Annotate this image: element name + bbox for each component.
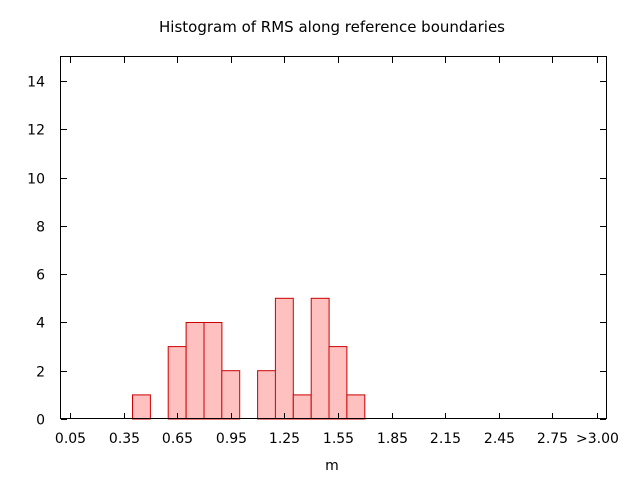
y-tick-label-1: 2: [36, 365, 45, 381]
x-tick-label-5: 1.55: [323, 431, 354, 447]
histogram-bar-7: [292, 394, 312, 420]
histogram-bar-0: [132, 394, 151, 420]
histogram-bar-6: [274, 297, 294, 420]
bars-group: [132, 297, 366, 420]
histogram-bar-2: [185, 322, 205, 420]
x-tick-label-7: 2.15: [430, 431, 461, 447]
y-tick-label-3: 6: [36, 268, 45, 284]
x-tick-label-2: 0.65: [162, 431, 193, 447]
histogram-bar-1: [167, 346, 187, 420]
y-tick-label-0: 0: [36, 413, 45, 429]
y-tick-label-4: 8: [36, 220, 45, 236]
x-axis-label: m: [325, 458, 339, 474]
y-tick-label-7: 14: [27, 75, 45, 91]
y-tick-label-5: 10: [27, 172, 45, 188]
x-tick-label-3: 0.95: [216, 431, 247, 447]
x-tick-label-10: >3.00: [576, 431, 619, 447]
histogram-bar-3: [203, 322, 223, 420]
x-tick-label-6: 1.85: [377, 431, 408, 447]
chart-title: Histogram of RMS along reference boundar…: [159, 18, 505, 36]
y-tick-label-2: 4: [36, 316, 45, 332]
histogram-bar-4: [221, 370, 241, 420]
x-tick-label-9: 2.75: [537, 431, 568, 447]
x-tick-label-1: 0.35: [109, 431, 140, 447]
x-tick-label-0: 0.05: [55, 431, 86, 447]
histogram-bar-8: [310, 297, 330, 420]
x-tick-label-8: 2.45: [484, 431, 515, 447]
plot-frame: [60, 56, 607, 419]
histogram-bar-5: [257, 370, 277, 420]
y-axis: 0 2 4 6 8 10 12 14: [27, 75, 606, 429]
y-tick-label-6: 12: [27, 123, 45, 139]
histogram-bar-10: [346, 394, 366, 420]
histogram-bar-9: [328, 346, 348, 420]
x-tick-label-4: 1.25: [269, 431, 300, 447]
